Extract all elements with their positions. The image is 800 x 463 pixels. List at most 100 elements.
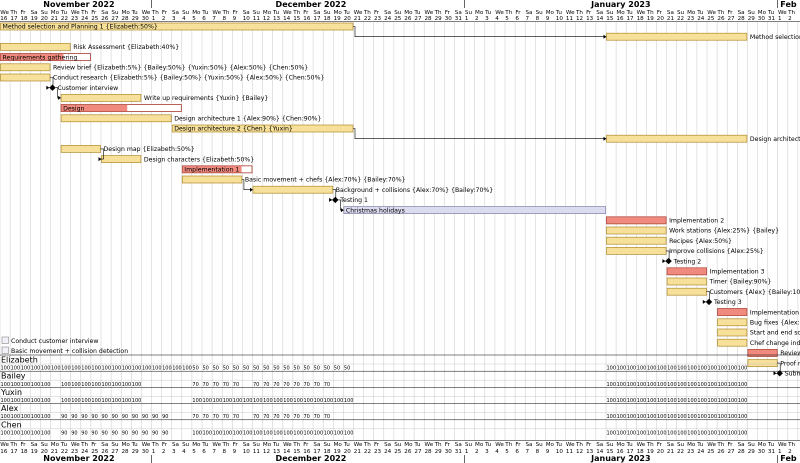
task-bar-outline: [0, 53, 91, 61]
task-label: Start and end screen {Bailey}: [750, 330, 800, 337]
resource-load-value: 100: [122, 398, 132, 404]
resource-load-value: 70: [192, 414, 198, 420]
weekday-label-top: Fr: [728, 10, 734, 16]
task-label: Implementation 3: [710, 269, 765, 276]
resource-load-value: 50: [223, 366, 229, 372]
day-number-bottom: 30: [445, 449, 453, 455]
resource-load-value: 100: [1, 382, 11, 388]
weekday-label-top: We: [283, 10, 292, 16]
weekday-label-bottom: Sa: [526, 442, 533, 448]
day-number-top: 1: [152, 16, 156, 22]
weekday-label-bottom: Fr: [374, 442, 380, 448]
resource-load-value: 50: [283, 366, 289, 372]
weekday-label-top: We: [354, 10, 363, 16]
resource-load-value: 70: [314, 382, 320, 388]
weekday-label-top: Sa: [667, 10, 674, 16]
weekday-label-top: We: [0, 10, 9, 16]
day-number-bottom: 16: [303, 449, 311, 455]
weekday-label-top: Su: [182, 10, 190, 16]
weekday-label-bottom: Tu: [484, 442, 492, 448]
day-number-top: 24: [81, 16, 89, 22]
day-number-bottom: 18: [324, 449, 332, 455]
resource-load-value: 100: [152, 366, 162, 372]
milestone-label: Customer interview: [58, 85, 119, 92]
resource-load-value: 70: [253, 414, 259, 420]
weekday-label-top: Th: [222, 10, 230, 16]
resource-load-value: 100: [41, 398, 51, 404]
weekday-label-top: Tu: [413, 10, 421, 16]
day-number-top: 2: [475, 16, 479, 22]
resource-load-value: 100: [607, 430, 617, 436]
resource-load-value: 100: [697, 366, 707, 372]
day-number-top: 8: [223, 16, 227, 22]
weekday-label-bottom: Mo: [616, 442, 625, 448]
resource-load-value: 100: [71, 366, 81, 372]
day-number-bottom: 14: [596, 449, 604, 455]
day-number-bottom: 12: [576, 449, 583, 455]
day-number-top: 6: [515, 16, 519, 22]
dependency-line: [353, 128, 605, 139]
month-label-top: November 2022: [43, 0, 114, 9]
day-number-bottom: 25: [91, 449, 99, 455]
weekday-label-top: Sa: [455, 10, 462, 16]
weekday-label-top: Tu: [272, 10, 280, 16]
day-number-top: 20: [344, 16, 352, 22]
weekday-label-top: Sa: [526, 10, 533, 16]
resource-load-value: 70: [233, 382, 239, 388]
weekday-label-bottom: Mo: [404, 442, 413, 448]
day-number-top: 18: [324, 16, 332, 22]
dependency-line: [663, 250, 670, 262]
resource-load-value: 100: [708, 430, 718, 436]
day-number-bottom: 30: [142, 449, 150, 455]
weekday-label-bottom: We: [566, 442, 575, 448]
weekday-label-bottom: Tu: [626, 442, 634, 448]
weekday-label-bottom: Tu: [131, 442, 139, 448]
weekday-label-top: We: [212, 10, 221, 16]
day-number-top: 19: [647, 16, 655, 22]
resource-load-value: 50: [273, 366, 279, 372]
dependency-line: [47, 77, 54, 88]
resource-load-value: 100: [283, 398, 293, 404]
resource-load-value: 100: [697, 398, 707, 404]
day-number-bottom: 1: [778, 449, 782, 455]
task-label: Method selection and Planning 1 {Elizabe…: [3, 24, 158, 31]
task-bar: [717, 318, 748, 327]
resource-load-value: 100: [728, 414, 738, 420]
weekday-label-top: Fr: [303, 10, 309, 16]
resource-load-value: 100: [718, 430, 728, 436]
resource-load-value: 100: [21, 430, 31, 436]
weekday-label-bottom: Th: [646, 442, 654, 448]
weekday-label-top: We: [637, 10, 646, 16]
resource-load-value: 100: [162, 366, 172, 372]
day-number-bottom: 1: [465, 449, 469, 455]
day-number-bottom: 3: [485, 449, 489, 455]
dependency-arrowhead: [702, 299, 706, 304]
weekday-label-top: Tu: [555, 10, 563, 16]
resource-load-value: 50: [213, 366, 219, 372]
day-number-top: 18: [21, 16, 29, 22]
resource-load-value: 70: [293, 414, 299, 420]
resource-load-value: 90: [61, 414, 67, 420]
weekday-label-top: Su: [536, 10, 544, 16]
resource-load-value: 90: [61, 430, 67, 436]
day-number-bottom: 13: [586, 449, 594, 455]
resource-load-value: 100: [677, 414, 687, 420]
day-number-bottom: 25: [707, 449, 715, 455]
day-number-top: 17: [627, 16, 635, 22]
day-number-bottom: 6: [515, 449, 519, 455]
resource-load-value: 100: [91, 382, 101, 388]
weekday-label-bottom: Th: [292, 442, 300, 448]
weekday-label-bottom: Su: [182, 442, 190, 448]
resource-load-value: 70: [263, 414, 269, 420]
weekday-label-top: Th: [504, 10, 512, 16]
resource-load-value: 70: [283, 414, 289, 420]
weekday-label-top: Fr: [445, 10, 451, 16]
day-number-top: 14: [596, 16, 604, 22]
day-number-bottom: 24: [384, 449, 392, 455]
resource-load-value: 100: [637, 414, 647, 420]
weekday-label-bottom: Th: [363, 442, 371, 448]
weekday-label-bottom: Sa: [596, 442, 603, 448]
resource-load-value: 100: [324, 398, 334, 404]
resource-load-value: 50: [304, 366, 310, 372]
task-label: Design characters {Elizabeth:50%}: [144, 156, 254, 163]
